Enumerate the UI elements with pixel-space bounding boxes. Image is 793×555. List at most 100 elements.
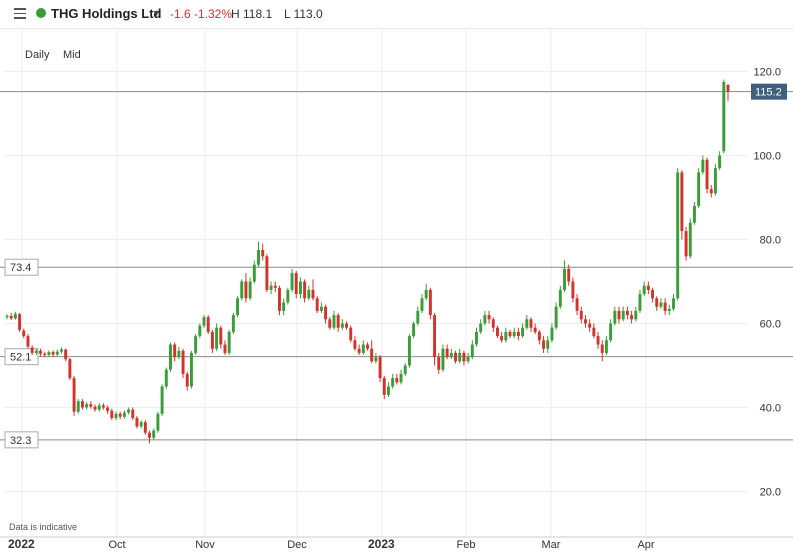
candle-body — [332, 315, 336, 328]
candle-body — [663, 302, 667, 311]
candle-body — [437, 357, 441, 370]
candle-body — [697, 172, 701, 206]
candle-body — [110, 410, 114, 418]
candle-body — [713, 168, 717, 194]
candle-body — [454, 352, 457, 362]
candle-body — [508, 331, 512, 337]
candle-body — [160, 386, 164, 414]
candle-body — [399, 373, 403, 383]
candle-body — [298, 281, 302, 295]
candle-body — [391, 378, 395, 387]
candle-body — [122, 412, 126, 417]
menu-icon[interactable] — [14, 8, 26, 19]
candle-body — [189, 352, 193, 387]
candle-body — [621, 310, 625, 320]
interval-selector[interactable]: Daily — [25, 49, 50, 61]
candle-body — [709, 189, 713, 194]
candle-body — [537, 331, 541, 341]
candle-body — [630, 315, 634, 320]
candle-body — [240, 281, 244, 299]
candle-body — [278, 287, 281, 311]
candle-body — [177, 350, 181, 358]
candle-body — [194, 336, 198, 353]
price-change: -1.6 — [170, 7, 191, 21]
instrument-dropdown-icon[interactable]: ▼ — [152, 8, 161, 18]
candle-body — [135, 418, 139, 427]
candle-body — [592, 327, 596, 337]
instrument-name[interactable]: THG Holdings Ltd — [51, 6, 162, 21]
candle-body — [466, 357, 470, 362]
candle-body — [252, 264, 256, 282]
candle-body — [701, 159, 705, 173]
candle-body — [516, 331, 520, 337]
price-change-percent: -1.32% — [194, 7, 233, 21]
y-tick-label: 120.0 — [753, 67, 781, 79]
candle-body — [26, 336, 30, 347]
candle-body — [89, 404, 93, 407]
candle-body — [80, 401, 84, 408]
candle-body — [407, 336, 411, 366]
candle-body — [483, 315, 487, 324]
market-status-dot — [36, 8, 46, 18]
candle-body — [651, 289, 655, 299]
candle-body — [470, 344, 474, 358]
candle-body — [127, 409, 131, 413]
candle-body — [303, 281, 307, 299]
candle-body — [156, 413, 160, 431]
candle-body — [676, 172, 680, 299]
candle-body — [202, 317, 206, 326]
candle-body — [688, 222, 692, 257]
y-axis: 120.0 100.0 80.0 60.0 40.0 20.0 — [753, 67, 781, 499]
y-tick-label: 100.0 — [753, 151, 781, 163]
candle-body — [101, 405, 105, 408]
candle-body — [412, 323, 416, 337]
candle-body — [433, 315, 437, 358]
candle-body — [546, 340, 550, 349]
candle-body — [185, 373, 189, 387]
candle-body — [525, 319, 529, 328]
candle-body — [273, 285, 277, 288]
candle-body — [542, 340, 546, 349]
candle-body — [13, 313, 17, 319]
session-low: L 113.0 — [284, 7, 323, 21]
current-price-label-bg — [751, 83, 787, 100]
candle-body — [97, 405, 101, 410]
candle-body — [60, 349, 63, 352]
candle-body — [257, 250, 260, 265]
candle-body — [479, 323, 483, 332]
candle-body — [692, 205, 696, 223]
candle-body — [68, 359, 72, 379]
candle-body — [248, 281, 252, 299]
x-tick-label: Mar — [542, 539, 561, 551]
candle-body — [646, 285, 650, 290]
x-axis[interactable]: 2022 Oct Nov Dec 2023 Feb Mar Apr — [8, 537, 655, 551]
candle-body — [558, 289, 562, 307]
candle-body — [106, 407, 110, 411]
candle-body — [395, 378, 399, 383]
candle-body — [500, 336, 504, 341]
candle-body — [655, 298, 659, 307]
candle-body — [353, 340, 357, 349]
candle-body — [51, 352, 55, 355]
candle-body — [181, 350, 185, 374]
level-label-bg — [4, 258, 39, 276]
candle-body — [722, 82, 726, 152]
candle-body — [416, 310, 420, 324]
candle-body — [424, 289, 428, 299]
x-tick-label: Nov — [195, 539, 215, 551]
current-price-label: 115.2 — [755, 87, 782, 99]
candle-body — [584, 319, 587, 324]
candle-body — [512, 331, 516, 337]
candle-body — [152, 430, 156, 438]
candle-body — [294, 273, 298, 295]
candle-body — [290, 273, 294, 290]
candle-body — [588, 323, 592, 328]
candle-body — [366, 344, 369, 349]
candle-body — [340, 323, 344, 328]
candle-body — [219, 327, 223, 345]
price-type-selector[interactable]: Mid — [63, 49, 81, 61]
candle-body — [93, 406, 97, 410]
candle-body — [169, 344, 172, 370]
candle-body — [667, 308, 671, 311]
